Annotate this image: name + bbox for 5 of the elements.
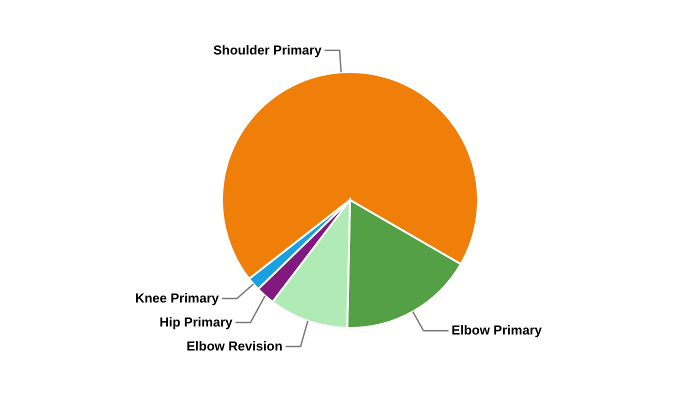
slice-label: Knee Primary bbox=[135, 290, 220, 306]
slice-label: Elbow Primary bbox=[452, 322, 543, 338]
slice-label: Hip Primary bbox=[160, 314, 234, 330]
slice-label: Elbow Revision bbox=[186, 338, 283, 354]
slice-label: Shoulder Primary bbox=[213, 42, 322, 58]
